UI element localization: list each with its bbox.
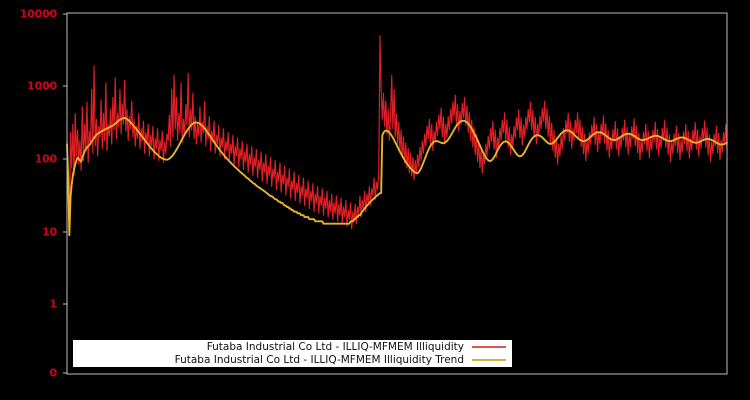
y-tick-label: 10 xyxy=(42,225,57,239)
y-tick-label: 1000 xyxy=(27,79,57,93)
plot-area-background xyxy=(67,13,727,374)
series-group xyxy=(66,35,728,237)
y-tick-label: 100 xyxy=(34,152,58,166)
y-tick-label: 1 xyxy=(49,297,58,311)
y-tick-label: 10000 xyxy=(19,7,57,21)
y-tick-label: 0 xyxy=(49,366,58,380)
illiquidity-trend-line xyxy=(66,117,728,237)
legend-item-illiquidity-trend[interactable]: Futaba Industrial Co Ltd - ILLIQ-MFMEM I… xyxy=(73,354,512,367)
y-tick-marks xyxy=(63,13,67,374)
legend-handle-illiquidity xyxy=(472,346,506,348)
legend-label-illiquidity-trend: Futaba Industrial Co Ltd - ILLIQ-MFMEM I… xyxy=(174,353,464,366)
legend-handle-illiquidity-trend xyxy=(472,359,506,361)
plot-frame xyxy=(66,12,728,375)
chart-legend[interactable]: Futaba Industrial Co Ltd - ILLIQ-MFMEM I… xyxy=(73,340,512,367)
legend-label-illiquidity: Futaba Industrial Co Ltd - ILLIQ-MFMEM I… xyxy=(206,340,464,353)
legend-item-illiquidity[interactable]: Futaba Industrial Co Ltd - ILLIQ-MFMEM I… xyxy=(73,341,512,354)
